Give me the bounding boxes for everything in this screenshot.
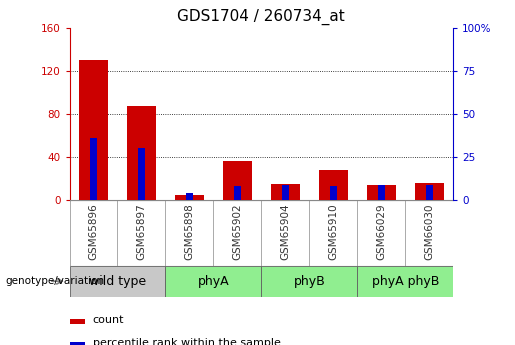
Text: wild type: wild type <box>89 275 146 288</box>
Bar <box>234 186 241 200</box>
Bar <box>415 183 443 200</box>
Text: GSM65902: GSM65902 <box>232 203 243 260</box>
Text: GSM66030: GSM66030 <box>424 203 434 260</box>
Text: GSM65904: GSM65904 <box>280 203 290 260</box>
Text: percentile rank within the sample: percentile rank within the sample <box>93 338 281 345</box>
Bar <box>223 161 252 200</box>
Text: phyA: phyA <box>198 275 229 288</box>
Text: count: count <box>93 315 124 325</box>
Title: GDS1704 / 260734_at: GDS1704 / 260734_at <box>178 9 345 25</box>
Bar <box>79 60 108 200</box>
Bar <box>186 193 193 200</box>
Bar <box>127 106 156 200</box>
Bar <box>165 266 261 297</box>
Text: GSM65896: GSM65896 <box>89 203 98 260</box>
Text: GSM65910: GSM65910 <box>328 203 338 260</box>
Text: GSM65897: GSM65897 <box>136 203 146 260</box>
Bar <box>367 185 396 200</box>
Text: phyA phyB: phyA phyB <box>371 275 439 288</box>
Bar <box>330 186 337 200</box>
Bar <box>70 342 85 345</box>
Bar <box>175 195 204 200</box>
Text: GSM65898: GSM65898 <box>184 203 195 260</box>
Text: phyB: phyB <box>294 275 325 288</box>
Bar <box>425 185 433 200</box>
Bar <box>271 184 300 200</box>
Bar <box>138 148 145 200</box>
Bar <box>357 266 453 297</box>
Bar <box>282 185 289 200</box>
Bar <box>70 266 165 297</box>
Bar <box>70 319 85 324</box>
Bar <box>319 170 348 200</box>
Text: GSM66029: GSM66029 <box>376 203 386 260</box>
Bar <box>261 266 357 297</box>
Bar <box>377 185 385 200</box>
Bar <box>90 138 97 200</box>
Text: genotype/variation: genotype/variation <box>5 276 104 286</box>
